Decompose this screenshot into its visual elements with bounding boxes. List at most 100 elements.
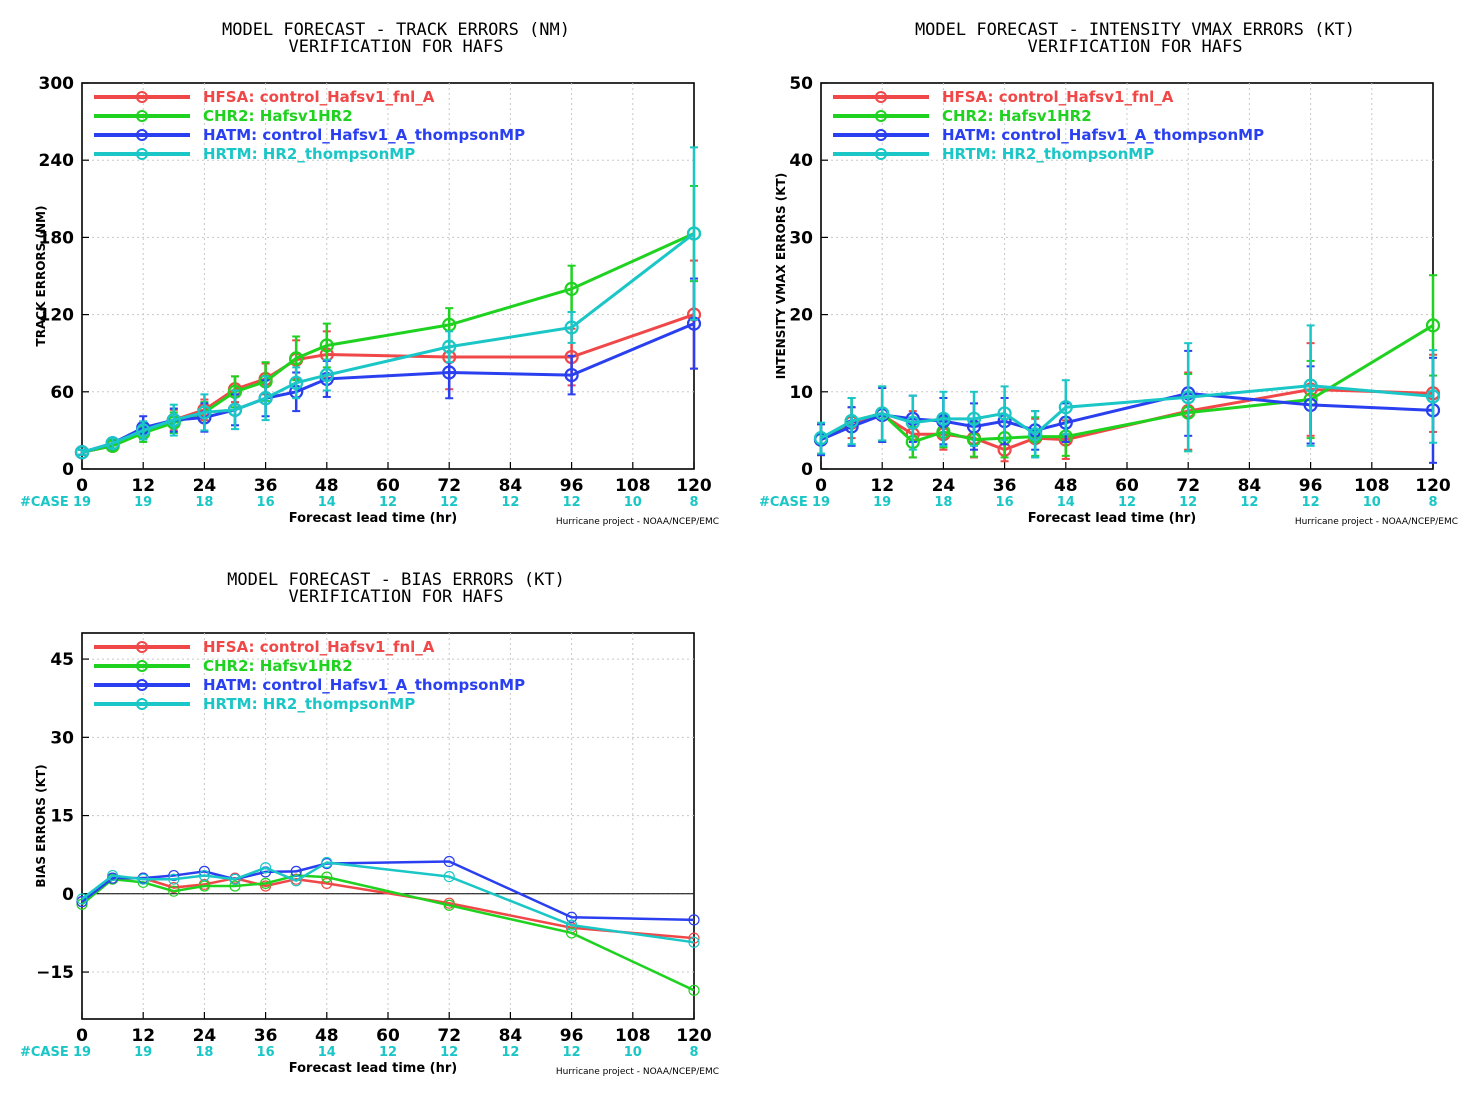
legend-label: HFSA: control_Hafsv1_fnl_A xyxy=(942,88,1174,106)
legend-label: HATM: control_Hafsv1_A_thompsonMP xyxy=(203,676,525,694)
data-point xyxy=(136,423,151,438)
legend-swatch-marker xyxy=(875,110,887,122)
data-point xyxy=(321,871,333,883)
x-axis-label: Forecast lead time (hr) xyxy=(289,511,457,526)
legend-label: CHR2: Hafsv1HR2 xyxy=(942,107,1092,125)
track-errors-panel: MODEL FORECAST - TRACK ERRORS (NM)VERIFI… xyxy=(20,20,719,527)
y-tick-label: 45 xyxy=(50,650,74,670)
chart-title-line: VERIFICATION FOR HAFS xyxy=(289,37,504,57)
credit-text: Hurricane project - NOAA/NCEP/EMC xyxy=(556,517,719,527)
y-tick-label: 40 xyxy=(789,151,813,171)
y-tick-label: 240 xyxy=(39,151,75,171)
case-count-label: 14 xyxy=(318,1045,336,1060)
x-tick-label: 12 xyxy=(870,476,894,496)
legend-swatch-marker xyxy=(875,148,887,160)
data-point xyxy=(905,415,920,430)
y-tick-label: 20 xyxy=(789,306,813,326)
case-count-label: 12 xyxy=(1118,495,1136,510)
case-count-label: 12 xyxy=(501,495,519,510)
y-tick-label: 180 xyxy=(39,228,75,248)
data-point xyxy=(229,873,241,885)
data-point xyxy=(813,431,829,446)
x-tick-label: 48 xyxy=(315,1026,339,1046)
y-tick-label: 0 xyxy=(62,460,74,480)
series-hrtm xyxy=(74,146,702,460)
y-axis-label: BIAS ERRORS (KT) xyxy=(34,764,48,887)
y-tick-label: 10 xyxy=(789,383,813,403)
case-count-label: 10 xyxy=(624,1045,642,1060)
data-point xyxy=(76,893,88,905)
case-count-label: 12 xyxy=(379,1045,397,1060)
data-point xyxy=(137,873,149,885)
legend-swatch-marker xyxy=(136,148,148,160)
data-point xyxy=(168,869,180,882)
data-point xyxy=(290,865,302,877)
data-point xyxy=(227,402,243,417)
case-count-label: 19 xyxy=(812,495,830,510)
x-tick-label: 0 xyxy=(76,1026,88,1046)
case-count-label: 8 xyxy=(689,1045,698,1060)
y-tick-label: 30 xyxy=(789,228,813,248)
case-prefix-label: #CASE xyxy=(20,495,69,510)
x-tick-label: 60 xyxy=(376,1026,400,1046)
legend-label: CHR2: Hafsv1HR2 xyxy=(203,107,353,125)
x-tick-label: 12 xyxy=(131,476,155,496)
chart-title-line: VERIFICATION FOR HAFS xyxy=(1028,37,1243,57)
data-point xyxy=(443,870,455,883)
data-point xyxy=(76,898,88,910)
data-point xyxy=(686,226,702,241)
case-count-label: 19 xyxy=(134,495,152,510)
x-tick-label: 108 xyxy=(615,1026,651,1046)
data-point xyxy=(321,856,333,869)
y-tick-label: 60 xyxy=(50,383,74,403)
legend-swatch-marker xyxy=(875,129,887,141)
case-count-label: 16 xyxy=(257,495,275,510)
x-tick-label: 36 xyxy=(254,1026,278,1046)
x-axis-label: Forecast lead time (hr) xyxy=(289,1061,457,1076)
chart-title-line: MODEL FORECAST - BIAS ERRORS (KT) xyxy=(227,570,565,590)
legend-swatch-marker xyxy=(875,91,887,103)
data-point xyxy=(875,406,890,421)
legend-label: HATM: control_Hafsv1_A_thompsonMP xyxy=(203,126,525,144)
case-count-label: 18 xyxy=(934,495,952,510)
data-point xyxy=(260,880,272,892)
x-tick-label: 24 xyxy=(193,1026,217,1046)
case-count-label: 12 xyxy=(501,1045,519,1060)
case-count-label: 19 xyxy=(73,495,91,510)
data-point xyxy=(936,411,951,426)
bias-errors-panel: MODEL FORECAST - BIAS ERRORS (KT)VERIFIC… xyxy=(20,570,719,1077)
x-tick-label: 72 xyxy=(437,1026,461,1046)
data-point xyxy=(319,338,334,353)
x-tick-label: 60 xyxy=(1115,476,1139,496)
chart-title-line: MODEL FORECAST - TRACK ERRORS (NM) xyxy=(222,20,570,40)
x-tick-label: 0 xyxy=(76,476,88,496)
x-tick-label: 108 xyxy=(1354,476,1390,496)
x-tick-label: 96 xyxy=(560,476,584,496)
data-point xyxy=(966,411,982,426)
data-point xyxy=(260,877,272,889)
case-count-label: 18 xyxy=(195,495,213,510)
data-point xyxy=(289,375,304,390)
legend-swatch-marker xyxy=(136,698,148,710)
case-count-label: 12 xyxy=(379,495,397,510)
data-point xyxy=(105,436,120,451)
case-prefix-label: #CASE xyxy=(20,1045,69,1060)
data-point xyxy=(76,896,88,908)
legend-swatch-marker xyxy=(136,129,148,141)
legend-swatch-marker xyxy=(136,679,148,691)
x-tick-label: 84 xyxy=(499,1026,523,1046)
x-tick-label: 72 xyxy=(1176,476,1200,496)
data-point xyxy=(74,445,90,460)
x-tick-label: 0 xyxy=(815,476,827,496)
x-tick-label: 84 xyxy=(1238,476,1262,496)
y-tick-label: −15 xyxy=(36,963,74,983)
y-tick-label: 300 xyxy=(39,74,75,94)
y-axis-label: TRACK ERRORS (NM) xyxy=(34,206,48,347)
x-tick-label: 120 xyxy=(676,1026,712,1046)
legend-swatch-marker xyxy=(136,110,148,122)
data-point xyxy=(1028,427,1043,442)
data-point xyxy=(564,320,579,335)
case-count-label: 19 xyxy=(134,1045,152,1060)
data-point xyxy=(197,405,212,420)
